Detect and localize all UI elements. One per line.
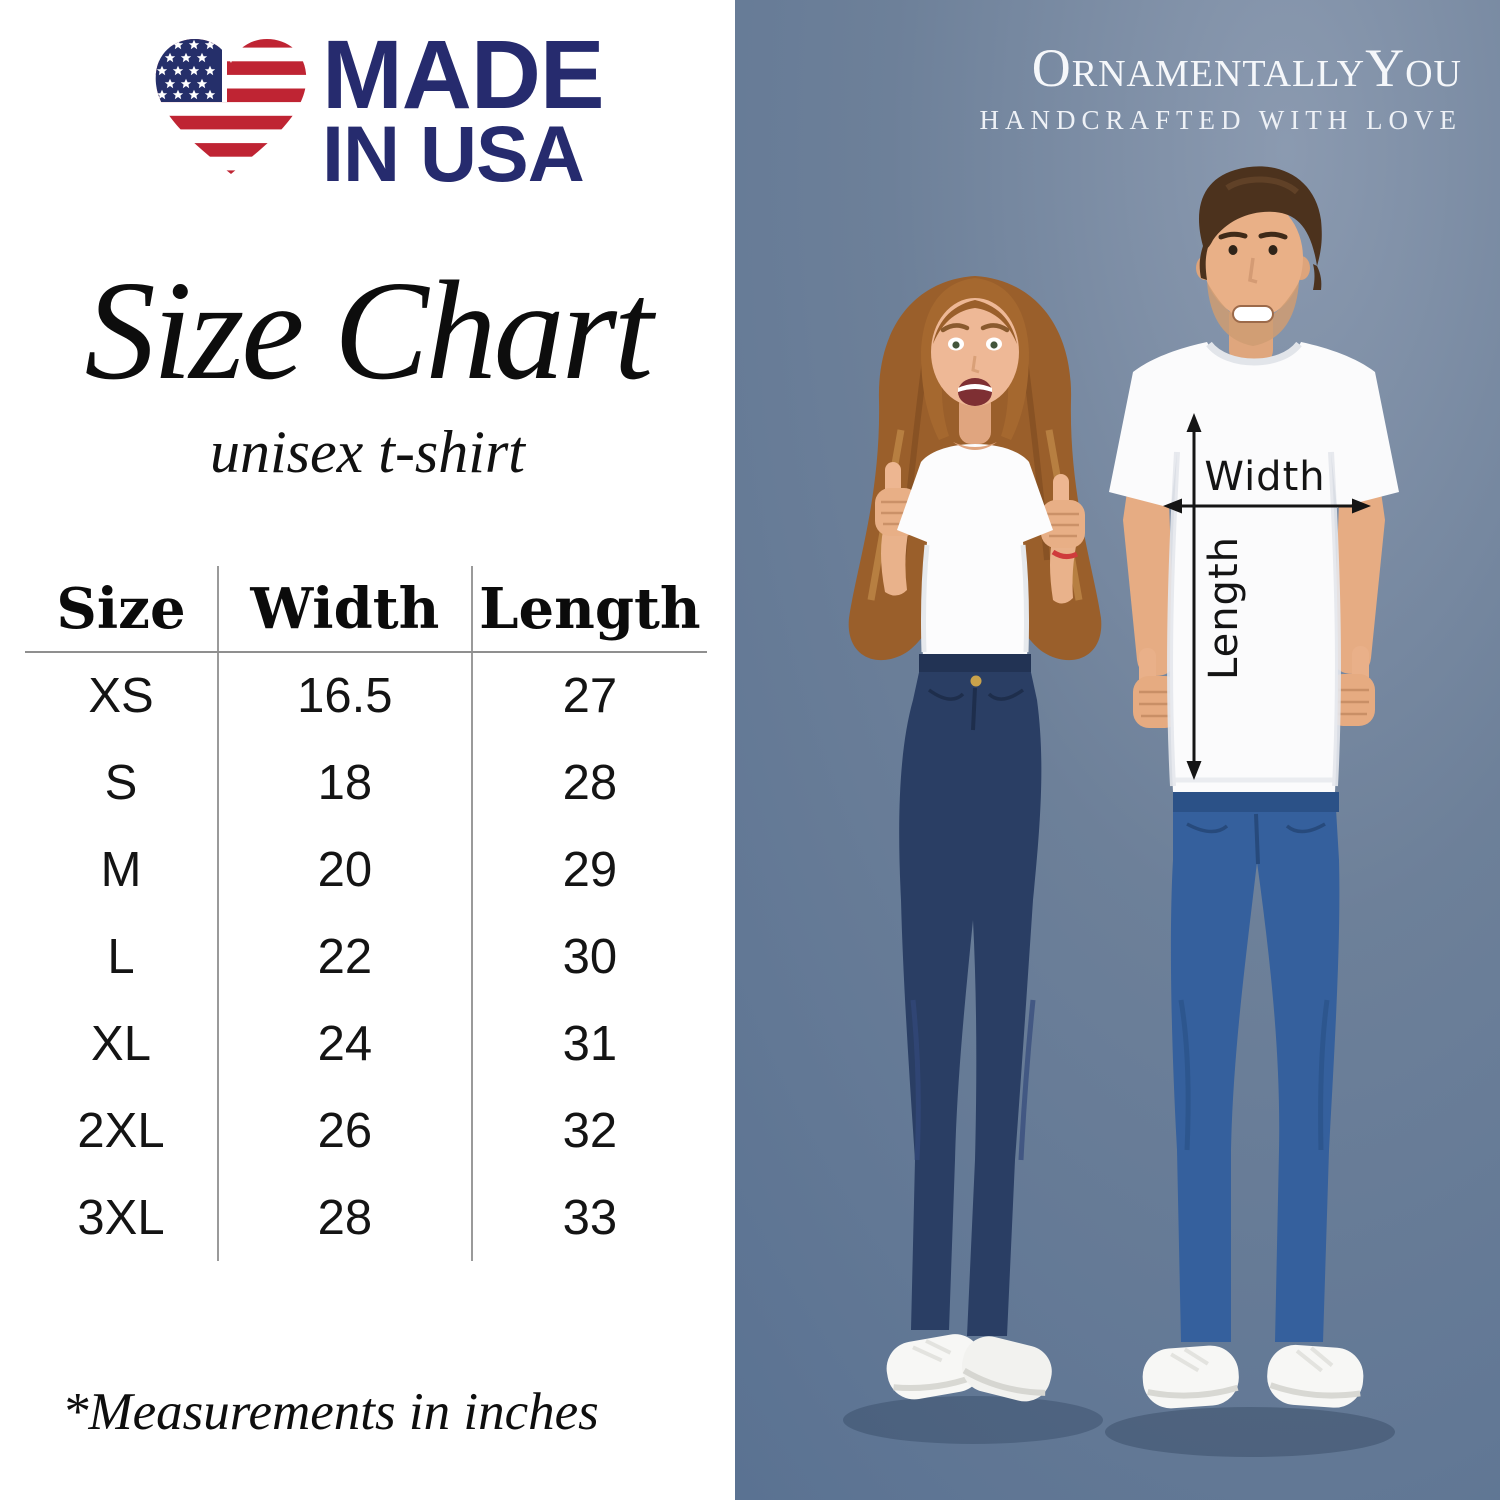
photo-panel: OrnamentallyYou HANDCRAFTED WITH LOVE Wi… [735,0,1500,1500]
size-cell: 2XL [25,1087,219,1174]
size-table: Size Width Length XS 16.5 27 S 18 28 M 20 29 L 22 3… [25,566,707,1261]
models-photo [735,0,1500,1500]
usa-heart-flag-icon [155,39,307,174]
width-cell: 24 [218,1000,473,1087]
floor-shadows [843,1396,1395,1457]
page-subtitle: unisex t-shirt [210,419,525,485]
man-figure [1109,166,1399,1409]
width-cell: 26 [218,1087,473,1174]
column-header-size: Size [25,566,219,653]
size-cell: S [25,739,219,826]
length-cell: 31 [562,1016,618,1071]
length-cell: 29 [562,842,618,897]
length-cell: 30 [562,929,618,984]
woman-figure [848,276,1102,1402]
made-in-usa-logo: MADE IN USA [150,26,620,198]
size-cell: M [25,826,219,913]
width-cell: 28 [218,1174,473,1261]
table-row: S 18 28 [25,739,707,826]
length-cell: 33 [562,1190,618,1245]
length-cell: 27 [562,669,618,723]
table-row: M 20 29 [25,826,707,913]
size-cell: 3XL [25,1174,219,1261]
length-cell: 32 [562,1103,618,1158]
column-header-length: Length [471,566,707,653]
length-annotation-label: Length [1201,536,1247,680]
width-annotation-label: Width [1204,454,1326,500]
table-row: L 22 30 [25,913,707,1000]
column-header-width: Width [218,566,473,653]
table-row: XS 16.5 27 [25,652,707,739]
info-panel: MADE IN USA Size Chart unisex t-shirt Si… [0,0,735,1500]
length-cell: 28 [562,755,618,810]
size-table-header: Size Width Length [25,566,707,653]
page-title: Size Chart [84,251,654,409]
header-row: Size Width Length [25,566,707,653]
table-row: 2XL 26 32 [25,1087,707,1174]
width-cell: 22 [218,913,473,1000]
size-cell: L [25,913,219,1000]
made-in-usa-text-line2: IN USA [322,109,585,198]
brand-block: OrnamentallyYou HANDCRAFTED WITH LOVE [980,40,1462,136]
size-cell: XL [25,1000,219,1087]
size-table-body: XS 16.5 27 S 18 28 M 20 29 L 22 30 XL 24 31 2XL 26 32 3XL 2… [25,652,707,1261]
width-cell: 18 [218,739,473,826]
brand-name: OrnamentallyYou [1031,38,1462,98]
measurements-footnote: *Measurements in inches [62,1383,599,1441]
table-row: XL 24 31 [25,1000,707,1087]
table-row: 3XL 28 33 [25,1174,707,1261]
width-cell: 16.5 [218,652,473,739]
size-cell: XS [25,652,219,739]
made-in-usa-text-line1: MADE [322,20,605,129]
brand-tagline: HANDCRAFTED WITH LOVE [979,104,1462,135]
studio-backdrop [735,0,1500,1500]
width-cell: 20 [218,826,473,913]
